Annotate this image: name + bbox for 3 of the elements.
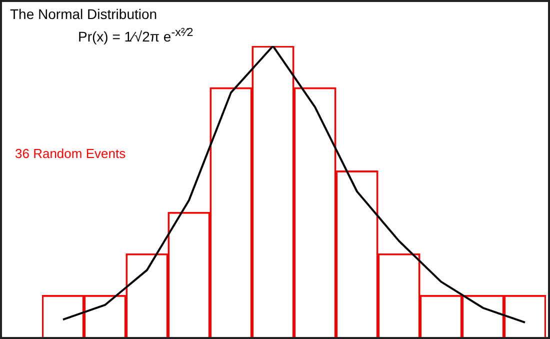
chart-title: The Normal Distribution <box>10 6 158 22</box>
annotation: 36 Random Events <box>15 146 126 161</box>
text: Pr(x) = 1⁄√2π e$^{-x²⁄2}$ <box>78 26 194 45</box>
